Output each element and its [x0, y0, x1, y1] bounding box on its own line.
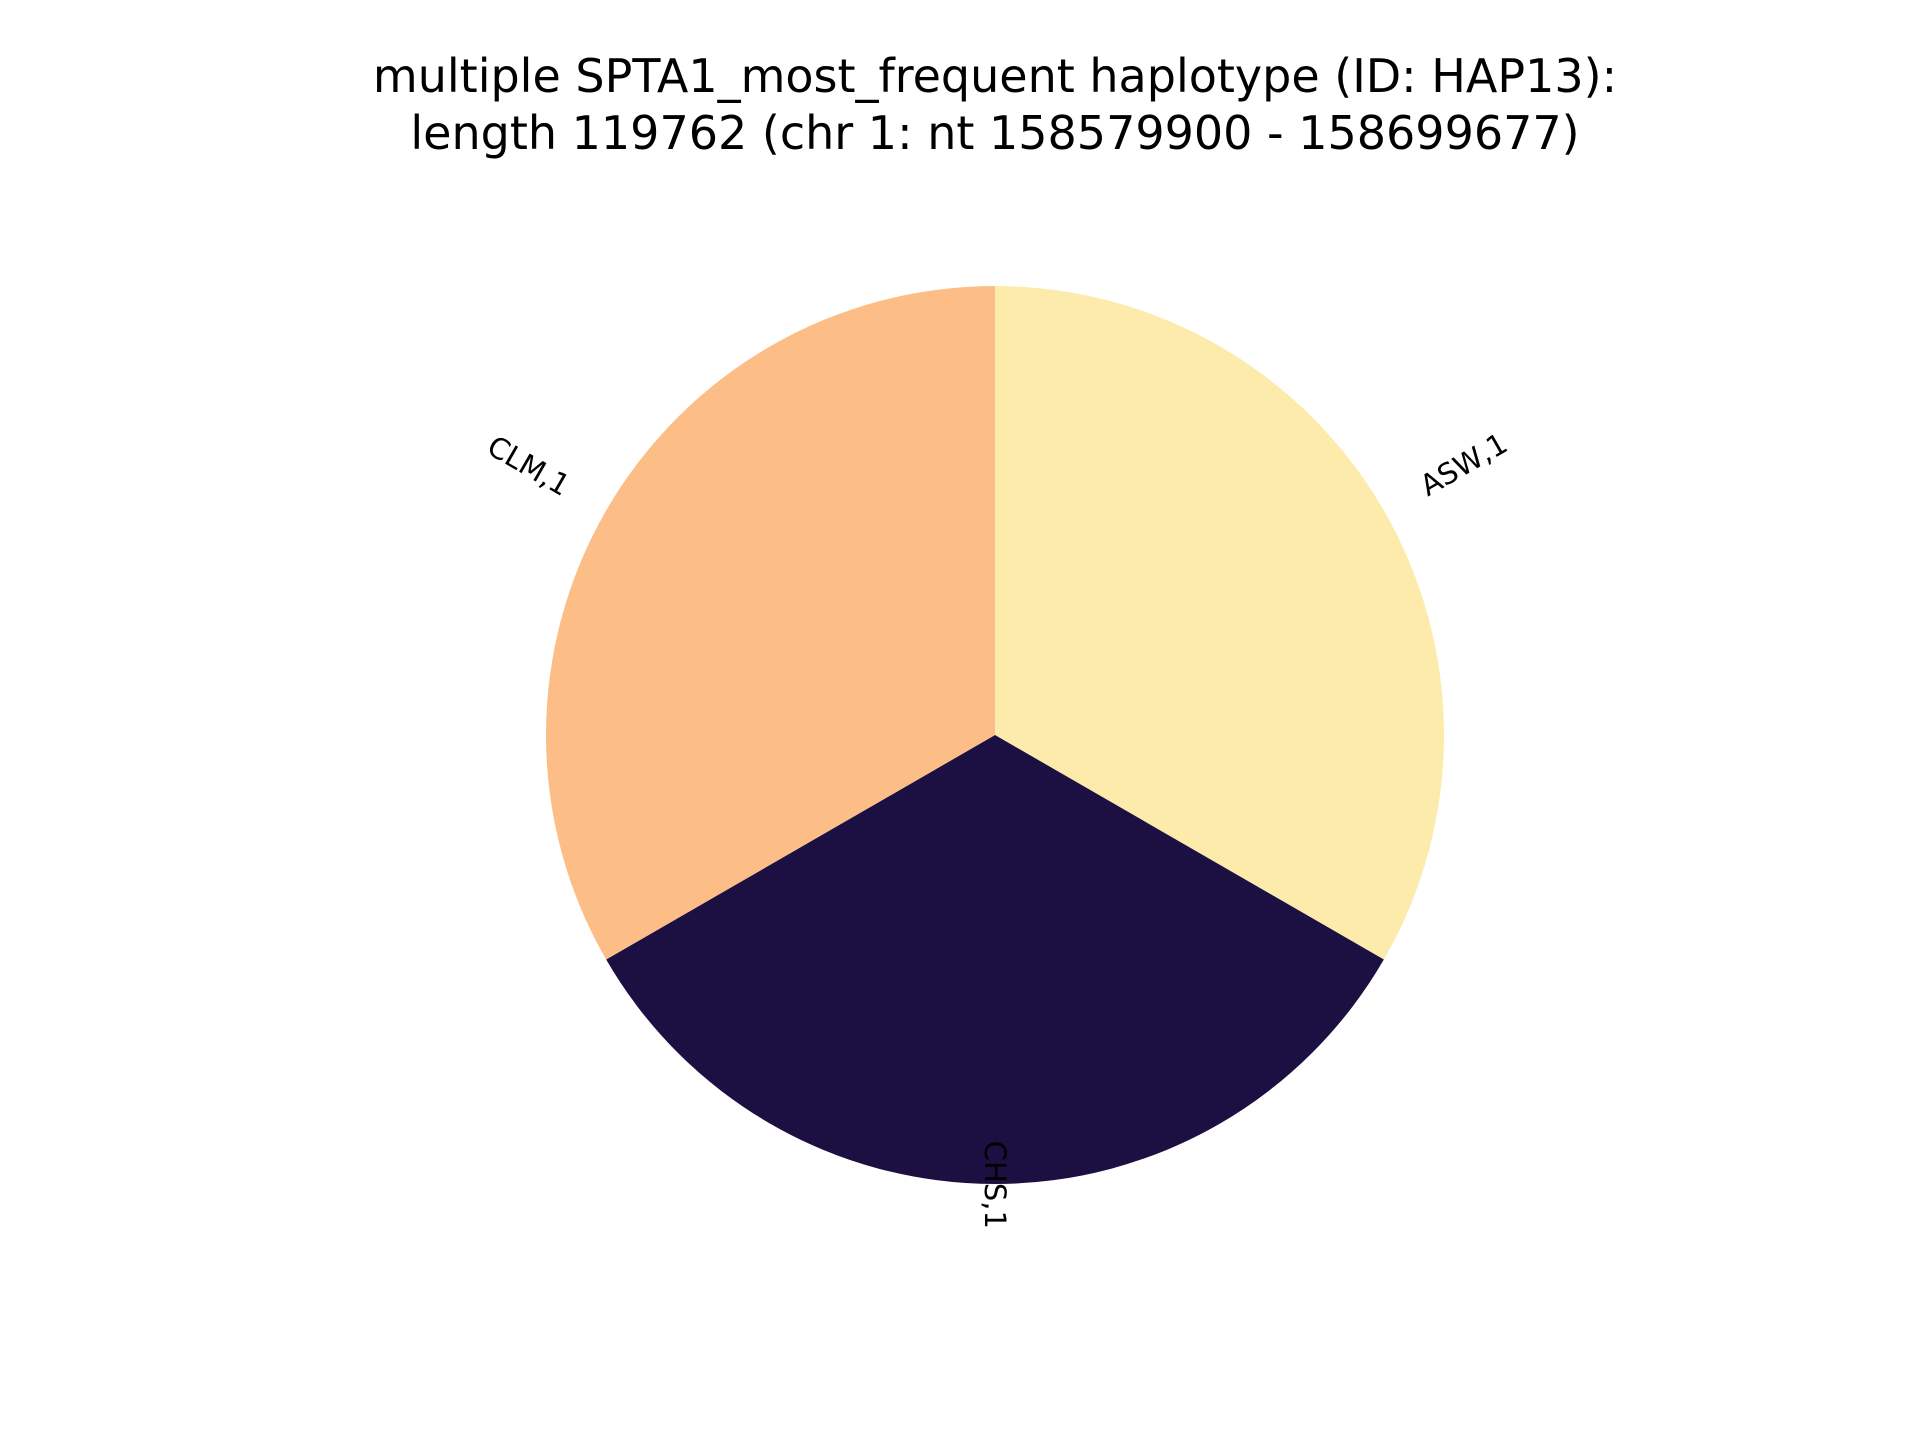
pie-label-chs: CHS,1	[978, 1141, 1012, 1229]
chart-title-line-2: length 119762 (chr 1: nt 158579900 - 158…	[410, 106, 1580, 160]
pie-slice-clm	[546, 286, 995, 960]
chart-title: multiple SPTA1_most_frequent haplotype (…	[0, 48, 1920, 162]
pie-slices	[546, 286, 1444, 1184]
pie-label-clm: CLM,1	[482, 429, 576, 503]
chart-title-line-1: multiple SPTA1_most_frequent haplotype (…	[372, 49, 1618, 103]
pie-slice-asw	[995, 286, 1444, 960]
pie-label-asw: ASW,1	[1414, 426, 1513, 503]
pie-slice-chs	[606, 735, 1384, 1184]
